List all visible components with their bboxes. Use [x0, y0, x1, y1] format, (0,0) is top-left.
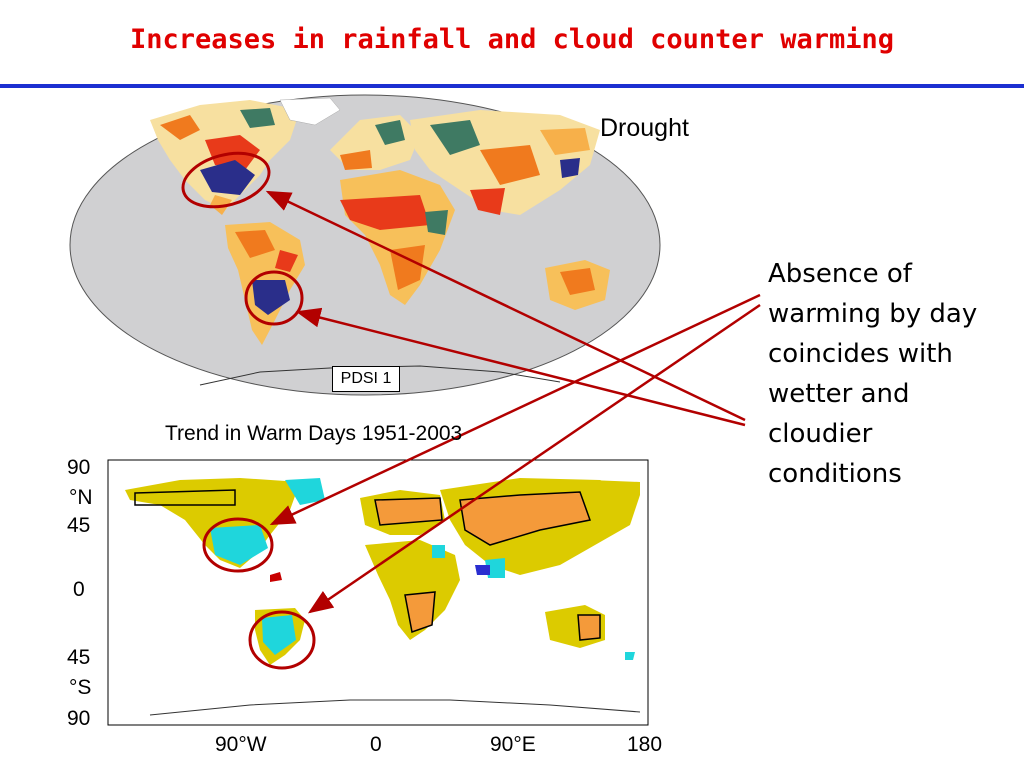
y-tick-45n: 45 — [67, 514, 91, 537]
warm-days-africa — [365, 540, 460, 640]
arrow-to-bottom-north-america — [269, 293, 761, 526]
arrow-to-top-north-america — [265, 190, 746, 422]
annotation-line: warming by day — [768, 299, 978, 329]
y-tick-45s: 45 — [67, 646, 91, 669]
x-tick-180: 180 — [627, 733, 663, 756]
y-tick-0: 0 — [73, 578, 85, 601]
highlight-north-america-top — [181, 151, 271, 209]
y-tick-s: °S — [69, 676, 92, 699]
x-tick-90e: 90°E — [490, 733, 536, 756]
annotation-line: Absence of — [768, 259, 912, 289]
drought-map — [69, 94, 661, 396]
pdsi-legend-box: PDSI 1 — [332, 366, 400, 392]
title-rule — [0, 84, 1024, 88]
annotation-line: wetter and — [768, 379, 910, 409]
warm-days-title: Trend in Warm Days 1951-2003 — [165, 422, 463, 445]
highlight-south-america-top — [244, 270, 304, 326]
y-tick-90n: 90 — [67, 456, 91, 479]
warm-days-antarctica — [149, 699, 641, 716]
annotation-text: Absence of warming by day coincides with… — [768, 254, 1018, 494]
x-tick-0: 0 — [370, 733, 382, 756]
highlight-north-america-bottom — [202, 517, 274, 573]
y-tick-90s: 90 — [67, 707, 91, 730]
arrow-to-bottom-south-america — [307, 303, 761, 614]
highlight-south-america-bottom — [248, 610, 316, 670]
drought-label: Drought — [600, 114, 689, 142]
drought-map-greenland — [279, 97, 341, 126]
arrow-to-top-south-america — [295, 307, 746, 427]
y-tick-n: °N — [69, 486, 93, 509]
warm-days-map — [107, 459, 649, 726]
annotation-line: cloudier — [768, 419, 873, 449]
annotation-line: conditions — [768, 459, 902, 489]
annotation-line: coincides with — [768, 339, 953, 369]
x-tick-90w: 90°W — [215, 733, 267, 756]
slide-title: Increases in rainfall and cloud counter … — [129, 24, 894, 55]
